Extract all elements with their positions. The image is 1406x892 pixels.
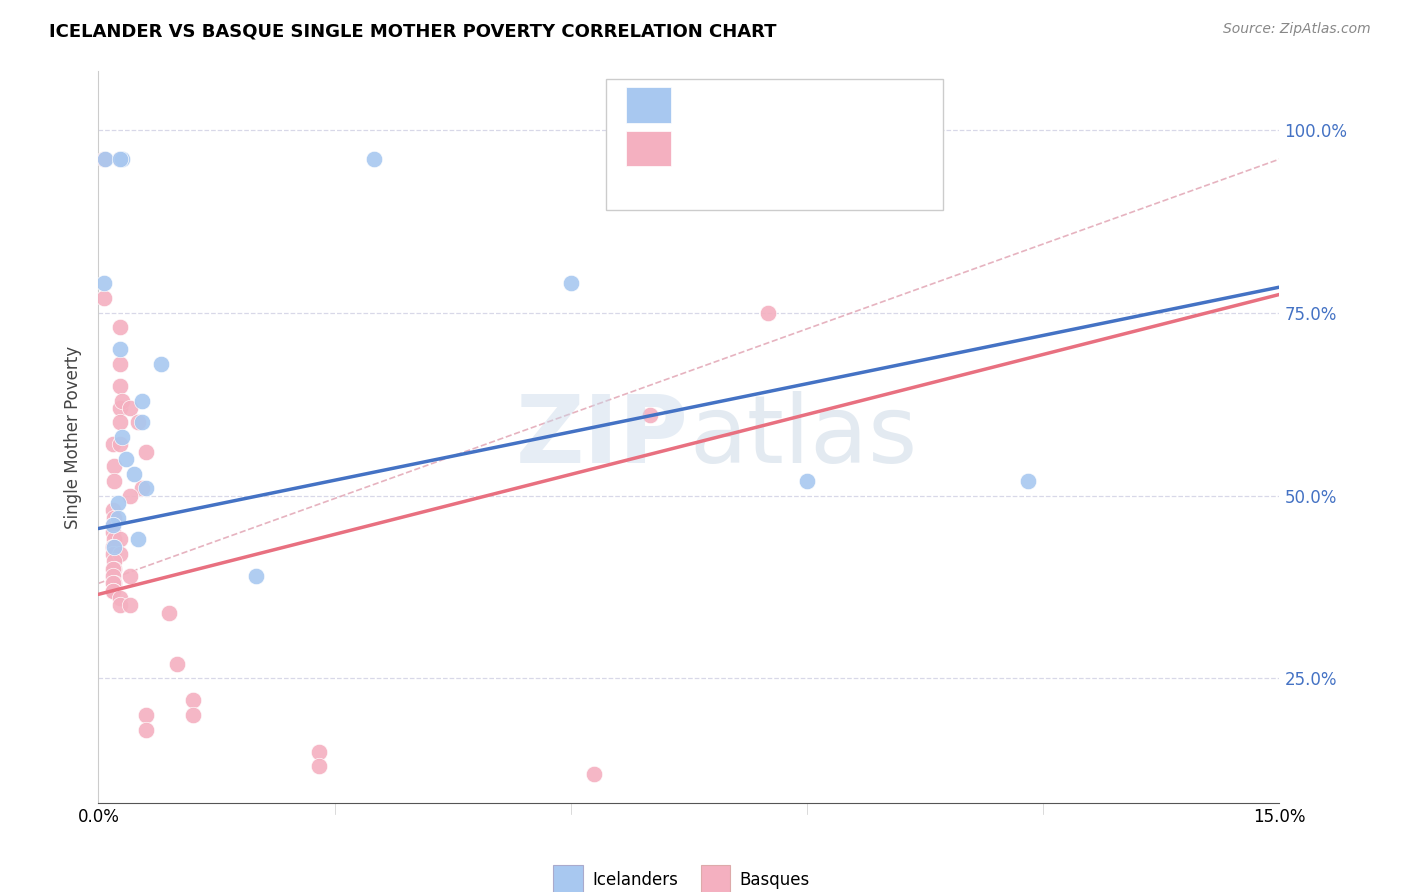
Point — [756, 306, 779, 320]
Text: R = 0.368   N = 51: R = 0.368 N = 51 — [683, 141, 868, 160]
Point — [127, 416, 149, 430]
Point — [560, 277, 582, 291]
Point — [122, 467, 145, 481]
Point — [796, 474, 818, 488]
Point — [107, 496, 129, 510]
Text: R = 0.344   N = 22: R = 0.344 N = 22 — [683, 96, 868, 115]
Point — [150, 357, 173, 371]
Point — [131, 481, 153, 495]
Point — [93, 152, 115, 166]
Point — [135, 708, 157, 723]
Point — [110, 379, 132, 393]
Point — [101, 576, 124, 591]
Point — [166, 657, 188, 671]
Text: Source: ZipAtlas.com: Source: ZipAtlas.com — [1223, 22, 1371, 37]
Point — [110, 416, 132, 430]
Point — [110, 599, 132, 613]
Point — [110, 343, 132, 357]
Point — [101, 540, 124, 554]
Point — [101, 583, 124, 598]
Point — [101, 503, 124, 517]
Point — [118, 401, 141, 415]
Point — [110, 533, 132, 547]
Point — [101, 583, 124, 598]
Point — [101, 540, 124, 554]
Point — [103, 474, 125, 488]
Point — [103, 533, 125, 547]
FancyBboxPatch shape — [606, 78, 943, 211]
Text: Icelanders: Icelanders — [592, 871, 678, 888]
Point — [131, 393, 153, 408]
Point — [103, 459, 125, 474]
Point — [118, 599, 141, 613]
Point — [245, 569, 267, 583]
Point — [101, 517, 124, 532]
Point — [108, 152, 131, 166]
Text: ZIP: ZIP — [516, 391, 689, 483]
Point — [110, 152, 132, 166]
Point — [110, 437, 132, 451]
Point — [93, 291, 115, 305]
Point — [308, 759, 330, 773]
Text: atlas: atlas — [689, 391, 917, 483]
Point — [110, 357, 132, 371]
Y-axis label: Single Mother Poverty: Single Mother Poverty — [65, 345, 83, 529]
Point — [101, 562, 124, 576]
Point — [110, 401, 132, 415]
Point — [101, 525, 124, 540]
Text: Basques: Basques — [740, 871, 810, 888]
Point — [111, 430, 134, 444]
Point — [127, 533, 149, 547]
Point — [638, 408, 661, 422]
Point — [103, 554, 125, 568]
Point — [103, 562, 125, 576]
Point — [111, 152, 134, 166]
Point — [181, 708, 204, 723]
Point — [107, 510, 129, 524]
Point — [111, 393, 134, 408]
FancyBboxPatch shape — [553, 865, 582, 892]
Point — [93, 277, 115, 291]
Point — [131, 416, 153, 430]
Point — [110, 320, 132, 334]
Point — [101, 437, 124, 451]
Point — [308, 745, 330, 759]
Point — [93, 152, 115, 166]
Point — [157, 606, 180, 620]
Point — [103, 540, 125, 554]
Point — [135, 481, 157, 495]
Point — [135, 723, 157, 737]
Text: ICELANDER VS BASQUE SINGLE MOTHER POVERTY CORRELATION CHART: ICELANDER VS BASQUE SINGLE MOTHER POVERT… — [49, 22, 776, 40]
Point — [1017, 474, 1039, 488]
Point — [181, 693, 204, 707]
Point — [103, 576, 125, 591]
Point — [101, 547, 124, 561]
Point — [583, 766, 606, 780]
Point — [118, 489, 141, 503]
Point — [115, 452, 138, 467]
Point — [135, 444, 157, 458]
Point — [118, 569, 141, 583]
Point — [101, 517, 124, 532]
FancyBboxPatch shape — [626, 131, 671, 167]
Point — [363, 152, 385, 166]
Point — [110, 547, 132, 561]
FancyBboxPatch shape — [700, 865, 730, 892]
Point — [101, 569, 124, 583]
Point — [103, 510, 125, 524]
FancyBboxPatch shape — [626, 87, 671, 122]
Point — [110, 591, 132, 605]
